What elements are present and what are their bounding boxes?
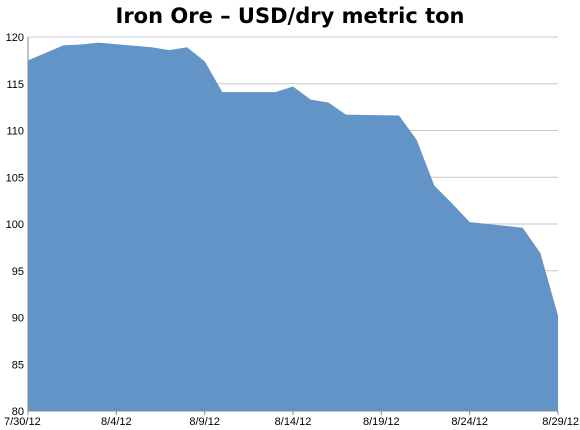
area-series <box>28 42 558 412</box>
y-tick-label: 120 <box>6 32 24 44</box>
x-tick-label: 8/24/12 <box>451 416 488 428</box>
x-tick-label: 8/9/12 <box>189 416 220 428</box>
axes <box>27 37 559 415</box>
y-tick-label: 95 <box>12 266 24 278</box>
y-tick-label: 80 <box>12 406 24 418</box>
area-series-fill <box>28 42 558 412</box>
x-tick-label: 8/14/12 <box>275 416 312 428</box>
x-tick-label: 8/19/12 <box>363 416 400 428</box>
x-tick-label: 8/29/12 <box>542 416 579 428</box>
x-tick-label: 8/4/12 <box>101 416 132 428</box>
y-tick-label: 85 <box>12 359 24 371</box>
y-tick-label: 105 <box>6 172 24 184</box>
x-tick-label: 7/30/12 <box>4 416 41 428</box>
y-tick-label: 100 <box>6 219 24 231</box>
chart-title: Iron Ore – USD/dry metric ton <box>115 4 465 28</box>
tick-labels: 80 85 90 95 100 105 110 115 120 7/30/12 8/4/12 8/9/… <box>4 32 579 428</box>
y-tick-label: 110 <box>6 126 24 138</box>
y-tick-label: 115 <box>6 79 24 91</box>
y-tick-label: 90 <box>12 313 24 325</box>
